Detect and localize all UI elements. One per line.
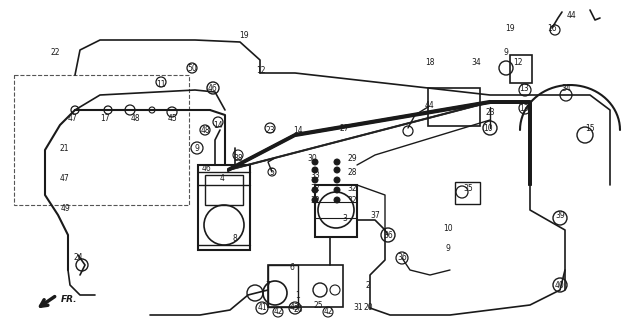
Circle shape <box>312 197 318 203</box>
Text: 14: 14 <box>293 125 303 134</box>
Text: 36: 36 <box>397 253 407 262</box>
Bar <box>428 88 480 126</box>
Text: 11: 11 <box>156 79 166 89</box>
Text: 43: 43 <box>290 303 300 313</box>
Circle shape <box>312 167 318 173</box>
Text: 15: 15 <box>585 124 595 132</box>
Text: 16: 16 <box>547 23 557 33</box>
Text: 20: 20 <box>363 303 373 313</box>
Text: 7: 7 <box>266 281 271 290</box>
Text: 32: 32 <box>347 196 357 204</box>
Text: 33: 33 <box>310 171 320 180</box>
Circle shape <box>334 187 340 193</box>
Text: 25: 25 <box>313 300 323 309</box>
Text: 38: 38 <box>233 154 243 163</box>
Text: 28: 28 <box>347 167 357 177</box>
Circle shape <box>334 159 340 165</box>
Bar <box>315 185 357 237</box>
Text: 35: 35 <box>463 183 473 193</box>
Circle shape <box>71 106 79 114</box>
Text: 26: 26 <box>293 306 303 315</box>
Text: 42: 42 <box>323 308 333 316</box>
Text: 9: 9 <box>445 244 450 252</box>
Text: 19: 19 <box>505 23 515 33</box>
Circle shape <box>334 197 340 203</box>
Text: 47: 47 <box>67 114 77 123</box>
Circle shape <box>312 177 318 183</box>
Text: 32: 32 <box>310 183 320 193</box>
Text: 2: 2 <box>365 281 371 290</box>
Text: 24: 24 <box>73 253 83 262</box>
Bar <box>455 182 480 204</box>
Text: 36: 36 <box>383 230 393 239</box>
Text: 19: 19 <box>239 30 249 39</box>
Text: 37: 37 <box>370 211 380 220</box>
Text: 27: 27 <box>339 124 349 132</box>
Bar <box>14 75 189 205</box>
Text: 48: 48 <box>200 125 210 134</box>
Text: 39: 39 <box>555 211 565 220</box>
Text: 34: 34 <box>561 84 571 92</box>
Text: 14: 14 <box>213 121 223 130</box>
Text: 8: 8 <box>232 234 237 243</box>
Text: 17: 17 <box>100 114 110 123</box>
Bar <box>510 55 532 83</box>
Text: 1: 1 <box>296 291 300 300</box>
Circle shape <box>334 177 340 183</box>
Bar <box>268 265 343 307</box>
Text: 47: 47 <box>59 173 69 182</box>
Text: 30: 30 <box>307 154 317 163</box>
Circle shape <box>312 187 318 193</box>
Text: 49: 49 <box>60 204 70 212</box>
Circle shape <box>334 167 340 173</box>
Text: 50: 50 <box>187 63 197 73</box>
Text: 32: 32 <box>347 183 357 193</box>
Text: 22: 22 <box>50 47 60 57</box>
Text: 40: 40 <box>555 281 565 290</box>
Text: 44: 44 <box>567 11 577 20</box>
Text: 42: 42 <box>273 308 283 316</box>
Text: 44: 44 <box>425 100 435 109</box>
Circle shape <box>312 159 318 165</box>
Text: 18: 18 <box>425 58 435 67</box>
Text: 31: 31 <box>353 303 363 313</box>
Text: 46: 46 <box>202 164 212 172</box>
Text: 4: 4 <box>220 173 224 182</box>
Text: 9: 9 <box>195 143 200 153</box>
Text: 48: 48 <box>130 114 140 123</box>
Text: 21: 21 <box>59 143 68 153</box>
Text: 13: 13 <box>519 103 529 113</box>
Text: 29: 29 <box>347 154 357 163</box>
Text: 3: 3 <box>342 213 347 222</box>
Text: 12: 12 <box>256 66 266 75</box>
Text: 23: 23 <box>265 125 275 134</box>
Text: 9: 9 <box>504 47 509 57</box>
Text: 23: 23 <box>485 108 495 116</box>
Text: 46: 46 <box>208 84 218 92</box>
Text: 6: 6 <box>290 263 295 273</box>
Text: 34: 34 <box>471 58 481 67</box>
Text: 5: 5 <box>269 167 274 177</box>
Bar <box>268 265 298 307</box>
Text: 13: 13 <box>519 84 529 92</box>
Text: 10: 10 <box>483 124 493 132</box>
Bar <box>198 165 250 250</box>
Text: 12: 12 <box>513 58 522 67</box>
Text: 10: 10 <box>443 223 453 233</box>
Text: 45: 45 <box>167 114 177 123</box>
Text: 32: 32 <box>310 196 320 204</box>
Text: FR.: FR. <box>61 295 77 305</box>
Bar <box>205 175 243 205</box>
Text: 41: 41 <box>257 303 267 313</box>
